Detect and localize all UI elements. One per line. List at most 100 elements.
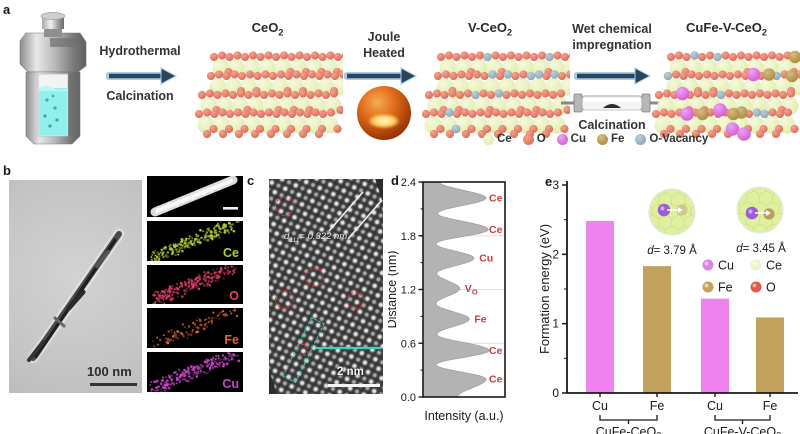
furnace-sample <box>603 104 621 108</box>
bar-cu-cufe-ceo2 <box>586 221 614 393</box>
y-tick-label: 1 <box>552 317 559 331</box>
eds-map-canvas <box>150 176 238 217</box>
tem-scale-bar <box>90 383 137 386</box>
step1-label-bottom: Calcination <box>106 89 174 103</box>
arrow-step2 <box>344 67 418 85</box>
cu-atom-icon <box>556 133 568 145</box>
y-tick-label: 1.2 <box>401 285 416 297</box>
dopant-circle-1 <box>275 197 294 216</box>
ceo2-crystal-illustration <box>194 51 343 139</box>
y-tick-label: 3 <box>552 178 559 192</box>
x-category-label: Fe <box>763 399 778 413</box>
dopant-circle-4 <box>347 292 364 309</box>
hrtem-scale-label: 2 nm <box>337 366 364 378</box>
joule-heated-ball-illustration <box>357 86 411 140</box>
group-label-1: CuFe-V-CeO2 <box>704 425 781 434</box>
autoclave-illustration <box>19 12 87 145</box>
panel-e-label: e <box>545 174 553 189</box>
eds-map-ce: Ce <box>147 221 243 261</box>
atom-legend-item-cu: Cu <box>556 133 586 145</box>
inset-distance-label-0: d= 3.79 Å <box>647 244 697 257</box>
eds-map-cu: Cu <box>147 352 243 392</box>
step3-label-bottom: Calcination <box>578 118 646 132</box>
eds-map-canvas <box>150 221 240 261</box>
dspacing-label: d111= 0.322 nm <box>284 231 348 244</box>
svg-text:Cu: Cu <box>718 259 734 273</box>
eds-map-label-ce: Ce <box>223 246 239 260</box>
atom-legend-label: O <box>536 133 546 145</box>
atom-legend-label: Cu <box>570 133 586 145</box>
panel-b-label: b <box>3 163 11 178</box>
peak-label-fe: Fe <box>474 314 486 326</box>
peak-label-ce: Ce <box>489 345 503 357</box>
eds-map-haadf <box>147 176 243 217</box>
inset-cufe-v-ceo2 <box>736 186 784 234</box>
step2-label: Joule Heated <box>363 30 405 60</box>
dopant-circle-5 <box>297 344 309 356</box>
fe-atom-icon <box>597 133 608 145</box>
eds-map-label-o: O <box>229 289 239 303</box>
y-axis-label: Distance (nm) <box>388 251 399 329</box>
bar-fe-cufe-ceo2 <box>643 266 671 393</box>
inset-cufe-ceo2 <box>648 188 696 236</box>
y-tick-label: 2.4 <box>401 177 416 189</box>
tem-scale-label: 100 nm <box>87 364 132 379</box>
y-tick-label: 1.8 <box>401 231 416 243</box>
atom-legend-label: Ce <box>497 133 512 145</box>
eds-map-canvas <box>151 308 239 348</box>
tem-nanorod-illustration <box>27 228 125 364</box>
chart-legend-item-cu: Cu <box>702 259 734 273</box>
hrtem-scale-bar <box>328 384 380 387</box>
tube-furnace-illustration <box>561 93 663 113</box>
intensity-profile-area <box>422 181 490 398</box>
atom-legend-item-fe: Fe <box>597 133 624 145</box>
peak-label-ce: Ce <box>489 224 503 236</box>
hrtem-image: d111= 0.322 nm 2 nm <box>269 179 383 394</box>
svg-text:Ce: Ce <box>766 259 782 273</box>
peak-label-ce: Ce <box>489 193 503 205</box>
atom-legend-item-ce: Ce <box>483 133 512 145</box>
panel-d-label: d <box>391 173 399 188</box>
arrow-step1 <box>106 67 178 85</box>
x-category-label: Cu <box>707 399 723 413</box>
step3-label: Wet chemical impregnation <box>572 22 652 52</box>
y-tick-label: 0 <box>552 386 559 400</box>
y-tick-label: 2 <box>552 247 559 261</box>
group-label-0: CuFe-CeO2 <box>596 425 661 434</box>
step1-label-top: Hydrothermal <box>99 44 181 58</box>
bar-cu-cufe-v-ceo2 <box>701 298 729 393</box>
atom-legend-item-o-vacancy: O-Vacancy <box>635 133 708 145</box>
svg-text:Fe: Fe <box>718 281 733 295</box>
lattice-spacing-marks <box>315 191 383 350</box>
eds-map-canvas <box>149 352 241 392</box>
chart-legend-item-o: O <box>750 281 776 295</box>
dopant-circle-3 <box>275 290 294 309</box>
x-axis-label: Intensity (a.u.) <box>424 409 503 423</box>
material-vceo2-title: V-CeO2 <box>467 20 513 38</box>
inset-distance-label-1: d= 3.45 Å <box>736 242 786 255</box>
y-tick-label: 0.0 <box>401 392 416 404</box>
eds-map-canvas <box>152 265 238 304</box>
eds-map-fe: Fe <box>147 308 243 348</box>
x-category-label: Fe <box>650 399 665 413</box>
o-atom-icon <box>522 133 534 145</box>
tem-image: 100 nm <box>9 180 142 393</box>
y-tick-label: 0.6 <box>401 338 416 350</box>
panel-c-label: c <box>247 173 255 188</box>
x-category-label: Cu <box>592 399 608 413</box>
chart-legend-item-ce: Ce <box>750 259 782 273</box>
material-ceo2-title: CeO2 <box>251 20 284 38</box>
svg-text:O: O <box>766 281 776 295</box>
eds-scale-bar <box>223 207 238 210</box>
y-axis-label: Formation energy (eV) <box>540 224 552 354</box>
atom-legend-item-o: O <box>522 133 546 145</box>
eds-map-label-cu: Cu <box>222 377 239 391</box>
ce-atom-icon <box>483 133 494 145</box>
atom-legend-label: O-Vacancy <box>649 133 709 145</box>
chart-legend-item-fe: Fe <box>702 281 733 295</box>
material-cufevceo2-title: CuFe-V-CeO2 <box>686 20 767 38</box>
peak-label-ce: Ce <box>489 374 503 386</box>
panel-a-label: a <box>3 2 11 17</box>
